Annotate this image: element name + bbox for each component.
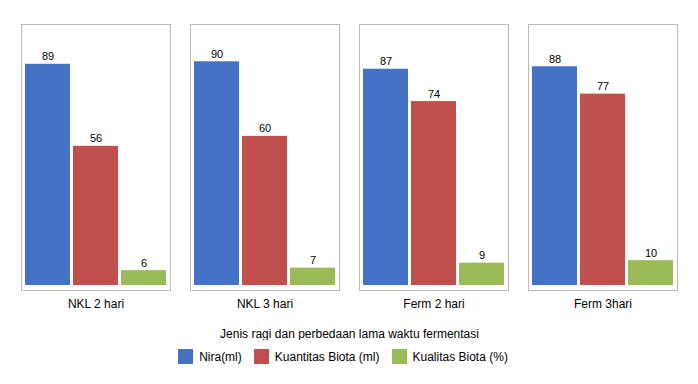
svg-text:Ferm 2 hari: Ferm 2 hari <box>403 297 464 311</box>
svg-text:56: 56 <box>90 132 102 144</box>
html-text:Kualitas Biota (%): Kualitas Biota (%) <box>412 349 508 364</box>
svg-text:60: 60 <box>259 122 271 134</box>
svg-text:Jenis ragi dan perbedaan lama: Jenis ragi dan perbedaan lama waktu ferm… <box>220 327 479 341</box>
svg-text:9: 9 <box>479 249 485 261</box>
svg-text:NKL 3 hari: NKL 3 hari <box>237 297 293 311</box>
svg-text:77: 77 <box>597 80 609 92</box>
html-text:Nira(ml): Nira(ml) <box>199 349 242 364</box>
svg-text:7: 7 <box>310 254 316 266</box>
html-text:Kuantitas Biota (ml): Kuantitas Biota (ml) <box>274 349 380 364</box>
svg-text:88: 88 <box>549 53 561 65</box>
svg-text:87: 87 <box>380 55 392 67</box>
svg-text:89: 89 <box>42 50 54 62</box>
svg-text:6: 6 <box>141 257 147 269</box>
svg-text:10: 10 <box>645 247 657 259</box>
svg-text:74: 74 <box>428 88 440 100</box>
svg-text:NKL 2 hari: NKL 2 hari <box>68 297 124 311</box>
svg-text:90: 90 <box>211 48 223 60</box>
svg-text:Ferm 3hari: Ferm 3hari <box>574 297 632 311</box>
